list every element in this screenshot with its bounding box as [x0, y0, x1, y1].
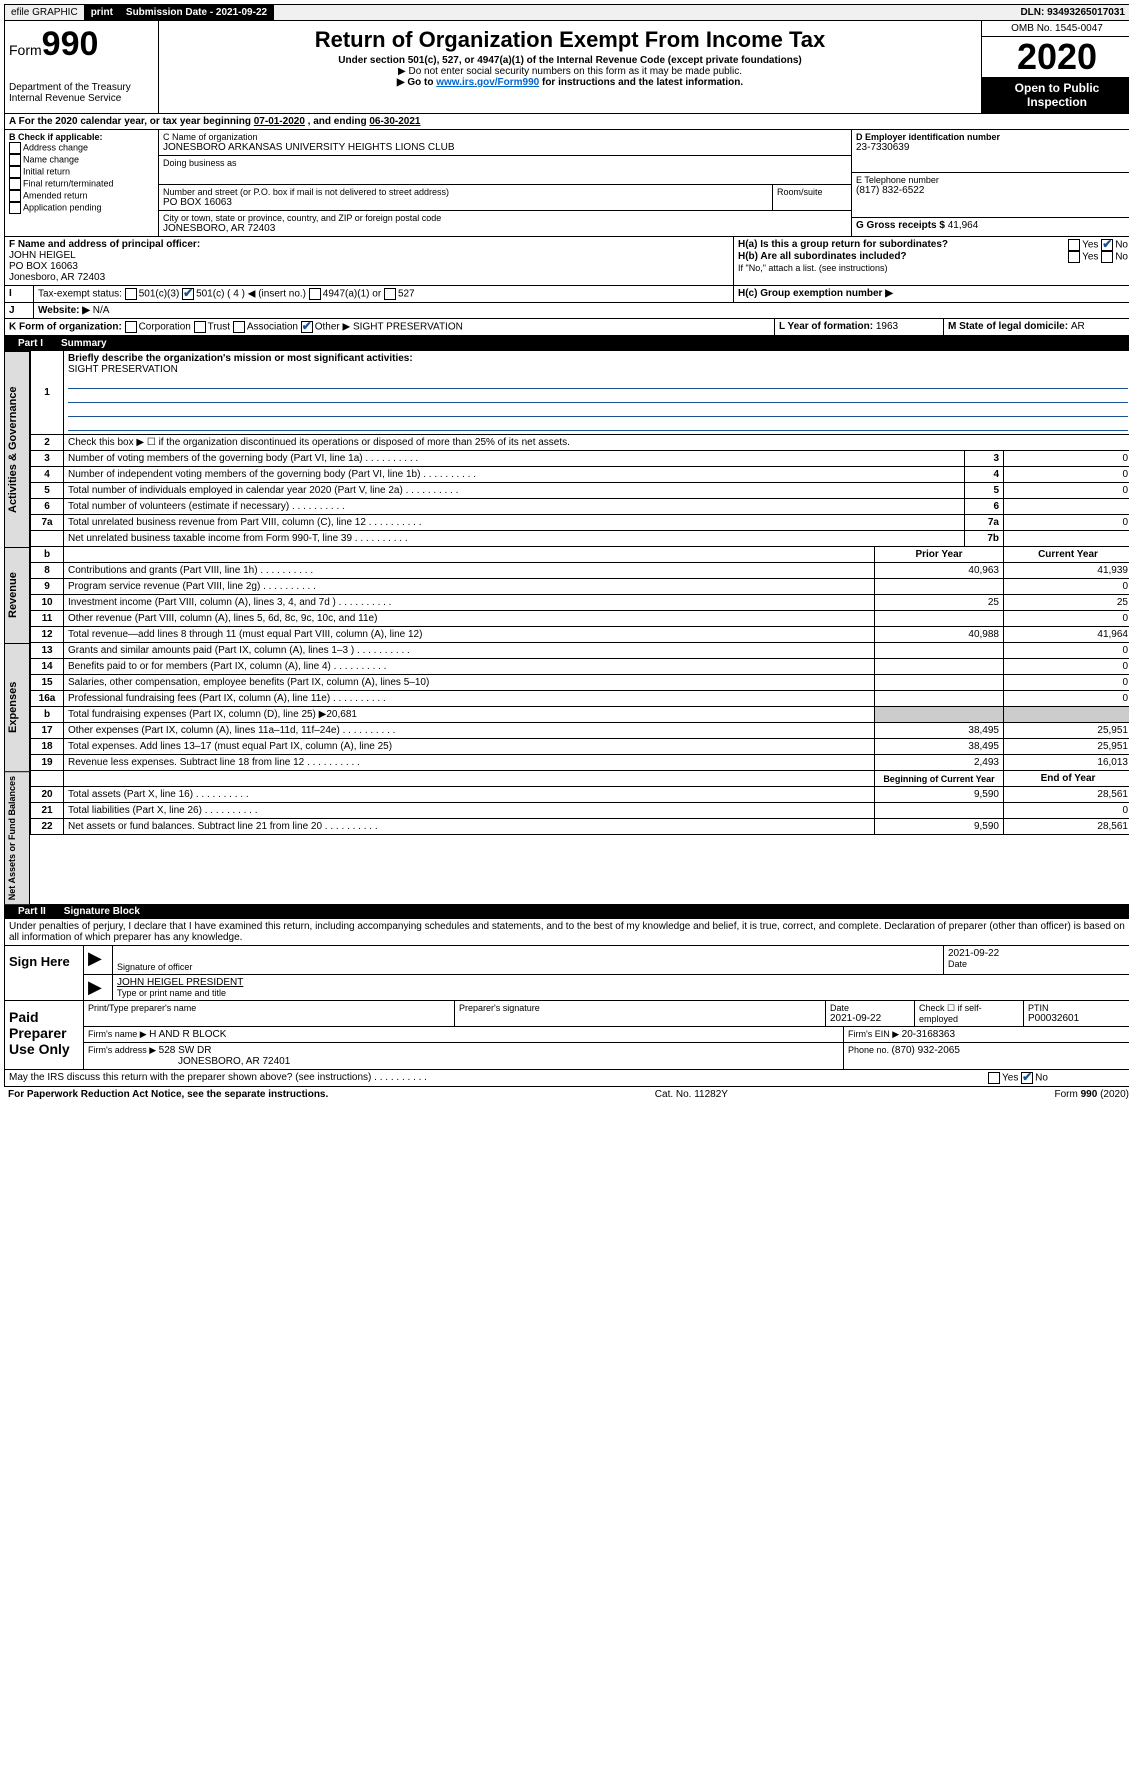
org-street: PO BOX 16063 [163, 197, 768, 208]
ha-yes-no: Yes No [1068, 239, 1128, 251]
tax-year: 2020 [982, 37, 1129, 77]
firm-ein: 20-3168363 [902, 1029, 955, 1040]
check-amended[interactable]: Amended return [9, 190, 154, 202]
check-name-change[interactable]: Name change [9, 154, 154, 166]
check-address-change[interactable]: Address change [9, 142, 154, 154]
discuss-question: May the IRS discuss this return with the… [5, 1070, 984, 1086]
paid-preparer-block: Paid Preparer Use Only Print/Type prepar… [4, 1001, 1129, 1070]
state-domicile: M State of legal domicile: AR [944, 319, 1129, 335]
irs-link[interactable]: www.irs.gov/Form990 [436, 77, 539, 88]
tab-revenue: Revenue [4, 547, 30, 643]
hb-yes-no: Yes No [1068, 251, 1128, 263]
officer-name: JOHN HEIGEL [9, 250, 729, 261]
ein: 23-7330639 [856, 142, 1128, 153]
org-city: JONESBORO, AR 72403 [163, 223, 441, 234]
subtitle-2: ▶ Do not enter social security numbers o… [163, 66, 977, 77]
year-formation: L Year of formation: 1963 [775, 319, 944, 335]
box-d-e-g: D Employer identification number 23-7330… [852, 130, 1129, 236]
box-j-letter: J [5, 303, 34, 318]
discuss-answer: Yes No [984, 1070, 1129, 1086]
period-row: A For the 2020 calendar year, or tax yea… [4, 114, 1129, 130]
irs-label: Internal Revenue Service [9, 93, 154, 104]
box-c: C Name of organization JONESBORO ARKANSA… [159, 130, 852, 236]
form-header: Form990 Department of the Treasury Inter… [4, 21, 1129, 114]
box-hc: H(c) Group exemption number ▶ [734, 286, 1129, 302]
efile-label: efile GRAPHIC [5, 5, 85, 20]
firm-name: H AND R BLOCK [149, 1029, 226, 1040]
tax-exempt-status: Tax-exempt status: 501(c)(3) 501(c) ( 4 … [34, 286, 734, 302]
box-i-letter: I [5, 286, 34, 302]
form-of-org: K Form of organization: Corporation Trus… [5, 319, 775, 335]
org-name: JONESBORO ARKANSAS UNIVERSITY HEIGHTS LI… [163, 142, 847, 153]
revenue-table: bPrior YearCurrent Year 8Contributions a… [30, 547, 1129, 643]
tab-activities-governance: Activities & Governance [4, 351, 30, 547]
subtitle-3: ▶ Go to www.irs.gov/Form990 for instruct… [163, 77, 977, 88]
dept-treasury: Department of the Treasury [9, 82, 154, 93]
net-assets-table: Beginning of Current YearEnd of Year 20T… [30, 771, 1129, 835]
check-initial-return[interactable]: Initial return [9, 166, 154, 178]
ptin: P00032601 [1028, 1013, 1128, 1024]
form-number: Form990 [9, 25, 154, 64]
omb-number: OMB No. 1545-0047 [982, 21, 1129, 37]
officer-addr1: PO BOX 16063 [9, 261, 729, 272]
dln: DLN: 93493265017031 [1014, 5, 1129, 20]
open-to-public: Open to Public Inspection [982, 77, 1129, 113]
part-2-header: Part II Signature Block [4, 904, 1129, 919]
gross-receipts: 41,964 [948, 220, 979, 231]
tab-net-assets: Net Assets or Fund Balances [4, 771, 30, 904]
submission-date: Submission Date - 2021-09-22 [120, 5, 274, 20]
expenses-table: 13Grants and similar amounts paid (Part … [30, 643, 1129, 771]
summary-governance-table: 1 Briefly describe the organization's mi… [30, 351, 1129, 547]
form-ref: Form 990 (2020) [1055, 1089, 1129, 1100]
check-final-return[interactable]: Final return/terminated [9, 178, 154, 190]
sign-here-block: Sign Here ▶ Signature of officer 2021-09… [4, 946, 1129, 1001]
top-bar: efile GRAPHIC print Submission Date - 20… [4, 4, 1129, 21]
officer-addr2: Jonesboro, AR 72403 [9, 272, 729, 283]
website: N/A [93, 305, 110, 316]
form-title: Return of Organization Exempt From Incom… [163, 27, 977, 53]
check-app-pending[interactable]: Application pending [9, 202, 154, 214]
firm-phone: (870) 932-2065 [892, 1045, 960, 1056]
mission: SIGHT PRESERVATION [68, 364, 178, 375]
signer-name: JOHN HEIGEL PRESIDENT [117, 977, 1128, 988]
subtitle-1: Under section 501(c), 527, or 4947(a)(1)… [163, 55, 977, 66]
print-button[interactable]: print [85, 5, 120, 20]
part-1-header: Part I Summary [4, 336, 1129, 351]
box-b-label: B Check if applicable: [9, 132, 154, 142]
officer-group-block: F Name and address of principal officer:… [4, 237, 1129, 286]
entity-block: B Check if applicable: Address change Na… [4, 130, 1129, 237]
tab-expenses: Expenses [4, 643, 30, 771]
perjury-statement: Under penalties of perjury, I declare th… [5, 919, 1129, 945]
page-footer: For Paperwork Reduction Act Notice, see … [4, 1087, 1129, 1102]
phone: (817) 832-6522 [856, 185, 1128, 196]
